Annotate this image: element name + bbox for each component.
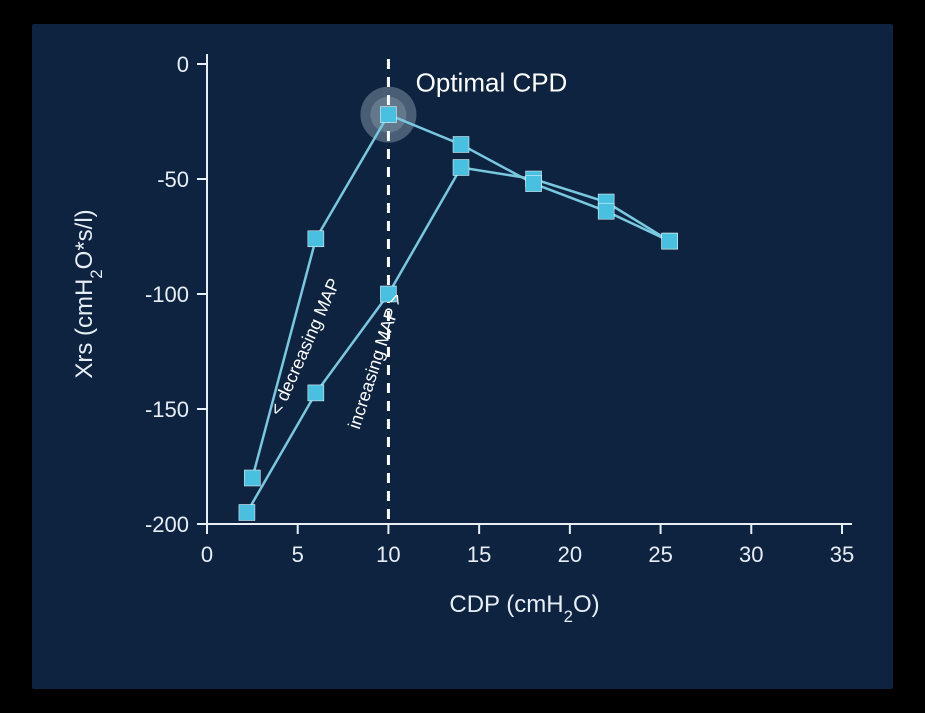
x-axis-label: CDP (cmH2O) [449,591,599,626]
annotation-decreasing: < decreasing MAP [266,275,344,418]
data-marker [526,176,542,192]
chart-svg: 0 5 10 15 20 25 30 35 0 -50 -100 -150 -200 CDP (cmH2O… [32,24,893,689]
data-marker [380,107,396,123]
data-marker [662,233,678,249]
y-tick-label: -50 [157,167,189,192]
chart-frame: 0 5 10 15 20 25 30 35 0 -50 -100 -150 -200 CDP (cmH2O… [32,24,893,689]
x-tick-label: 10 [376,542,400,567]
y-tick-label: -200 [145,512,189,537]
data-marker [239,505,255,521]
x-tick-label: 25 [648,542,672,567]
x-tick-label: 35 [830,542,854,567]
x-tick-label: 30 [739,542,763,567]
data-marker [308,385,324,401]
data-marker [453,137,469,153]
y-tick-label: 0 [177,52,189,77]
data-marker [308,231,324,247]
data-marker [453,160,469,176]
y-tick-label: -150 [145,397,189,422]
x-tick-label: 0 [201,542,213,567]
x-tick-label: 20 [558,542,582,567]
data-marker [244,470,260,486]
x-tick-label: 15 [467,542,491,567]
y-axis-label: Xrs (cmH2O*s/l) [71,209,106,378]
data-marker [598,203,614,219]
y-tick-label: -100 [145,282,189,307]
x-tick-label: 5 [292,542,304,567]
annotation-optimal: Optimal CPD [416,68,568,98]
